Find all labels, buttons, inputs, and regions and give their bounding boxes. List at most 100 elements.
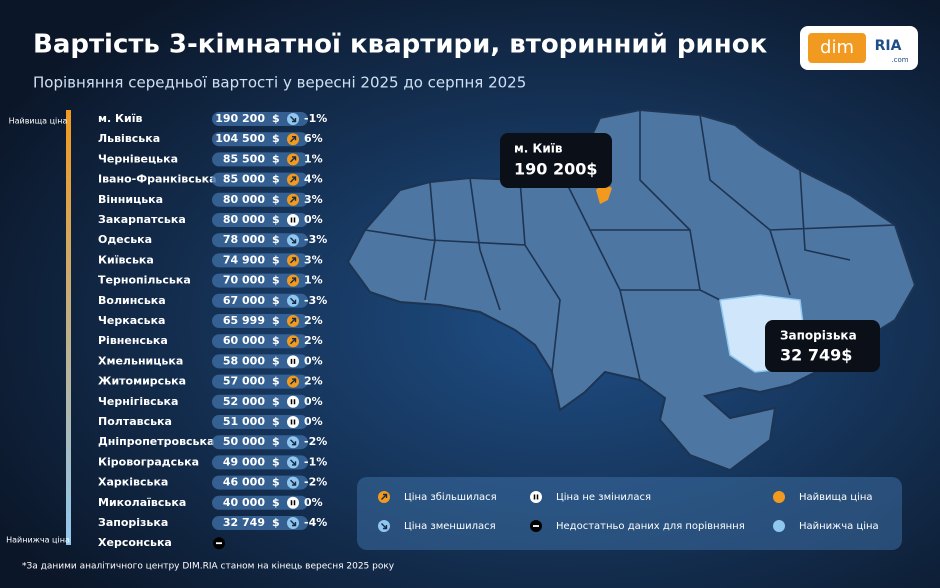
legend-label: Найнижча ціна	[799, 520, 879, 532]
currency: $	[272, 233, 280, 246]
legend-label: Найвища ціна	[799, 491, 873, 503]
currency: $	[272, 274, 280, 287]
status-icon	[530, 491, 542, 503]
currency: $	[272, 193, 280, 206]
price-pill	[212, 293, 308, 308]
legend-label: Ціна зменшилася	[404, 520, 496, 532]
legend-dot	[773, 491, 785, 503]
change: -1%	[304, 112, 327, 125]
callout-name: Запорізька	[780, 329, 857, 343]
change: -4%	[304, 516, 327, 529]
pause	[290, 500, 296, 506]
logo: dim RIA .com	[800, 26, 918, 70]
price-pill	[212, 475, 308, 490]
price: 65 999	[223, 314, 265, 327]
currency: $	[272, 294, 280, 307]
change: -3%	[304, 233, 327, 246]
region-name: Одеська	[98, 233, 152, 246]
price-pill	[212, 495, 308, 510]
currency: $	[272, 334, 280, 347]
region-name: Чернівецька	[98, 152, 178, 165]
price-scale	[66, 110, 71, 545]
arrow	[290, 257, 297, 264]
currency: $	[272, 455, 280, 468]
pause	[290, 358, 296, 364]
legend-label: Ціна збільшилася	[404, 491, 497, 503]
price: 46 000	[223, 476, 265, 489]
arrow	[290, 439, 297, 446]
legend-label: Ціна не змінилася	[556, 491, 651, 503]
pause	[290, 419, 296, 425]
arrow	[290, 520, 297, 527]
subtitle: Порівняння середньої вартості у вересні …	[33, 74, 526, 92]
change: 2%	[304, 334, 323, 347]
currency: $	[272, 354, 280, 367]
arrow	[290, 479, 297, 486]
region-name: Хмельницька	[98, 354, 183, 367]
region-name: Харківська	[98, 476, 168, 489]
region-name: Черкаська	[98, 314, 165, 327]
change: 0%	[304, 415, 323, 428]
currency: $	[272, 314, 280, 327]
status-icon	[287, 214, 299, 226]
callout-box	[765, 320, 880, 372]
price-pill	[212, 253, 308, 268]
region-name: Рівненська	[98, 334, 168, 347]
currency: $	[272, 132, 280, 145]
status-icon	[287, 496, 299, 509]
change: 0%	[304, 354, 323, 367]
price-pill	[212, 415, 308, 429]
arrow	[290, 116, 297, 123]
price: 57 000	[223, 375, 265, 388]
price: 67 000	[223, 294, 265, 307]
region-name: Львівська	[98, 132, 160, 145]
price: 104 500	[215, 132, 265, 145]
region-name: Тернопільська	[98, 274, 191, 287]
price: 74 900	[223, 253, 265, 266]
pause	[533, 494, 539, 500]
change: 3%	[304, 193, 323, 206]
price: 32 749	[223, 516, 265, 529]
region-borders	[364, 110, 896, 381]
scale-top: Найвища ціна	[9, 117, 68, 126]
arrow	[381, 493, 388, 500]
price-pill	[212, 394, 308, 409]
currency: $	[272, 435, 280, 448]
region-name: Волинська	[98, 294, 166, 307]
map: м. Київ 190 200$ Запорізька 32 749$	[346, 108, 917, 472]
arrow	[290, 378, 297, 385]
region-name: Полтавська	[98, 415, 172, 428]
region-name: Херсонська	[98, 536, 172, 549]
currency: $	[272, 496, 280, 509]
currency: $	[272, 476, 280, 489]
price: 60 000	[223, 334, 265, 347]
scale-bottom: Найнижча ціна	[6, 536, 70, 545]
currency: $	[272, 375, 280, 388]
pause	[290, 399, 296, 405]
change: -1%	[304, 455, 327, 468]
price-pill	[212, 152, 308, 167]
arrow	[290, 136, 297, 143]
region-name: Івано-Франківська	[98, 173, 217, 186]
pause	[290, 217, 296, 223]
price: 85 000	[223, 173, 265, 186]
legend-dot	[773, 520, 785, 532]
price: 40 000	[223, 496, 265, 509]
callout-name: м. Київ	[514, 142, 563, 156]
change: -2%	[304, 435, 327, 448]
change: -2%	[304, 476, 327, 489]
price: 58 000	[223, 354, 265, 367]
callout-value: 190 200$	[514, 160, 598, 179]
price: 85 500	[223, 152, 265, 165]
price: 78 000	[223, 233, 265, 246]
change: 2%	[304, 314, 323, 327]
logo-pill	[808, 33, 866, 63]
price: 190 200	[215, 112, 265, 125]
logo-left: dim	[820, 37, 854, 58]
price-pill	[212, 435, 308, 450]
price: 80 000	[223, 213, 265, 226]
currency: $	[272, 112, 280, 125]
currency: $	[272, 395, 280, 408]
arrow	[290, 176, 297, 183]
